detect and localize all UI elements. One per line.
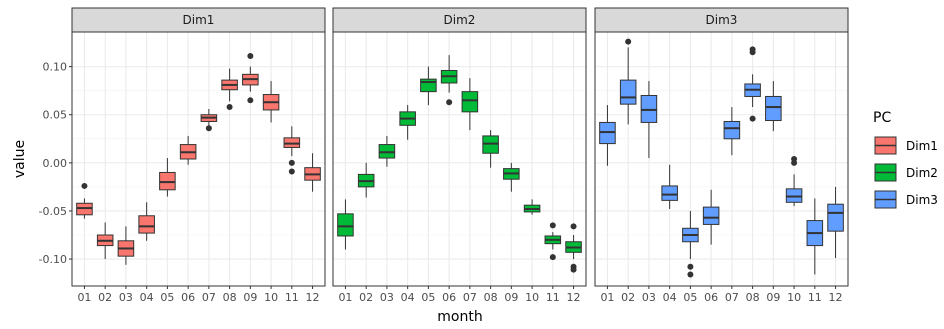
x-tick-label-dim3: 07 [725,291,739,304]
dim1-month-11-outlier [288,159,295,166]
y-tick-label: 0.10 [43,61,68,74]
y-tick-label: -0.05 [39,205,67,218]
dim3-month-05-outlier [687,271,694,278]
dim2-month-07-box [461,91,479,113]
dim3-month-04-box [661,185,678,201]
x-tick-label-dim1: 04 [140,291,154,304]
dim2-month-12-outlier [570,266,577,273]
x-tick-label-dim2: 10 [525,291,539,304]
dim2-month-01-box [337,213,354,237]
dim2-month-12-outlier [570,223,577,230]
dim3-month-05-outlier [687,263,694,270]
x-tick-label-dim1: 05 [160,291,174,304]
dim1-month-11-outlier [288,168,295,175]
strip-dim1 [71,7,326,33]
x-tick-label-dim1: 11 [285,291,299,304]
x-tick-label-dim2: 11 [546,291,560,304]
dim1-month-01-outlier [81,182,88,189]
x-tick-label-dim1: 03 [119,291,133,304]
dim1-month-08-outlier [226,104,233,111]
x-tick-label-dim3: 05 [683,291,697,304]
x-tick-label-dim3: 04 [663,291,677,304]
x-tick-label-dim2: 06 [442,291,456,304]
x-tick-label-dim2: 01 [338,291,352,304]
dim3-month-12-box [827,203,844,232]
panel-border-dim3 [594,31,849,287]
y-tick-label: 0.05 [43,109,68,122]
x-tick-label-dim3: 02 [621,291,635,304]
panel-dim3 [595,32,848,286]
x-axis-title: month [437,309,482,325]
x-tick-label-dim2: 04 [401,291,415,304]
x-tick-label-dim3: 03 [642,291,656,304]
legend-title: PC [873,110,891,126]
dim3-month-06-box [702,206,720,225]
dim2-month-11-outlier [549,254,556,261]
x-tick-label-dim3: 01 [600,291,614,304]
x-tick-label-dim3: 08 [746,291,760,304]
x-tick-label-dim3: 12 [829,291,843,304]
x-tick-label-dim3: 09 [766,291,780,304]
strip-dim3 [594,7,849,33]
x-tick-label-dim1: 06 [181,291,195,304]
y-tick-label: 0.00 [43,157,68,170]
dim2-month-06-outlier [446,99,453,106]
panel-dim1 [72,32,325,286]
x-tick-label-dim1: 08 [223,291,237,304]
x-tick-label-dim2: 08 [484,291,498,304]
legend-label-dim2: Dim2 [906,166,938,180]
dim2-month-11-outlier [549,222,556,229]
dim3-month-07-box [723,120,741,140]
x-tick-label-dim1: 12 [306,291,320,304]
panel-border-dim2 [332,31,587,287]
dim1-month-09-outlier [247,97,254,104]
x-tick-label-dim1: 01 [77,291,91,304]
strip-label-dim1: Dim1 [183,13,215,27]
x-tick-label-dim1: 09 [243,291,257,304]
dim3-month-02-outlier [625,38,632,45]
x-tick-label-dim3: 06 [704,291,718,304]
dim1-month-09-outlier [247,53,254,60]
x-tick-label-dim2: 12 [567,291,581,304]
x-tick-label-dim2: 07 [463,291,477,304]
y-axis-title: value [12,140,28,178]
dim3-month-09-box [765,95,782,122]
dim3-month-10-outlier [791,159,798,166]
panel-border-dim1 [71,31,326,287]
legend-label-dim1: Dim1 [906,139,938,153]
dim1-month-04-box [138,215,155,234]
x-tick-label-dim2: 09 [504,291,518,304]
x-tick-label-dim3: 10 [787,291,801,304]
x-tick-label-dim1: 07 [202,291,216,304]
x-tick-label-dim2: 02 [359,291,373,304]
dim3-month-08-outlier [749,115,756,122]
dim3-month-08-outlier [749,49,756,56]
strip-label-dim3: Dim3 [706,13,738,27]
dim2-month-05-box [420,78,437,93]
x-tick-label-dim1: 02 [98,291,112,304]
panel-dim2 [333,32,586,286]
legend-label-dim3: Dim3 [906,193,938,207]
dim1-month-07-outlier [205,125,212,132]
x-tick-label-dim2: 05 [421,291,435,304]
strip-label-dim2: Dim2 [444,13,476,27]
x-tick-label-dim2: 03 [380,291,394,304]
dim3-month-02-box [619,79,637,105]
x-tick-label-dim3: 11 [808,291,822,304]
strip-dim2 [332,7,587,33]
x-tick-label-dim1: 10 [264,291,278,304]
y-tick-label: -0.10 [39,253,67,266]
